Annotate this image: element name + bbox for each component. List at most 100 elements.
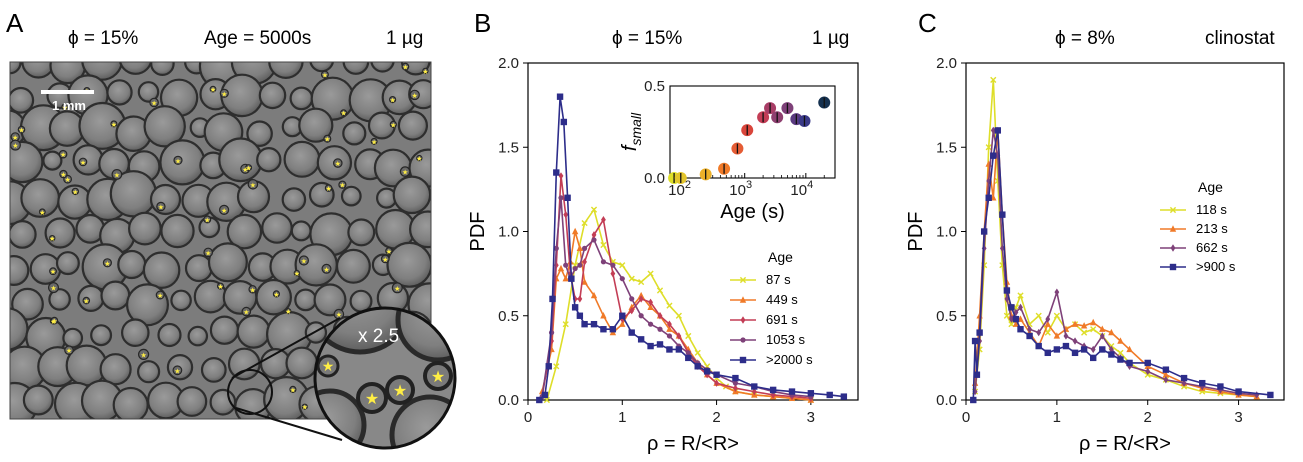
foam-small-bubble: [380, 254, 390, 264]
foam-small-bubble: [155, 290, 165, 300]
panel-b: B ϕ = 15% 1 µg 0 1 2 3 0.0 0.5 1.0 1.5 2.0 ρ = R/…: [467, 8, 859, 455]
small-bubble-star: ★: [18, 127, 24, 135]
foam-bubble: [268, 62, 304, 79]
foam-bubble: [298, 107, 334, 143]
foam-small-bubble: [38, 208, 46, 216]
panel-a-age: Age = 5000s: [204, 28, 311, 49]
foam-bubble: [157, 322, 182, 348]
small-bubble-star: ★: [290, 386, 296, 394]
data-point: [1117, 356, 1124, 363]
data-point: [581, 278, 588, 285]
data-point: [619, 276, 625, 282]
data-point: [549, 295, 556, 303]
panel-b-mass: 1 µg: [812, 28, 849, 49]
data-point: [685, 332, 692, 340]
data-point: [563, 210, 569, 219]
foam-small-bubble: [321, 263, 332, 274]
data-point: [558, 172, 564, 180]
foam-small-bubble: [332, 158, 343, 168]
data-point: [1162, 371, 1170, 378]
foam-small-bubble: [156, 201, 166, 212]
data-point: [990, 152, 997, 159]
foam-bubble: [285, 346, 319, 380]
foam-small-bubble: [293, 269, 301, 277]
x-tick-label: 3: [807, 409, 815, 426]
data-point: [1018, 303, 1023, 312]
small-bubble-star: ★: [72, 188, 78, 196]
panel-b-letter: B: [474, 8, 491, 38]
data-point: [1117, 337, 1124, 344]
small-bubble-star: ★: [412, 92, 418, 100]
foam-bubble: [21, 62, 56, 79]
data-point: [985, 144, 992, 151]
data-point: [572, 265, 578, 272]
legend-marker: [740, 337, 746, 343]
data-point: [1053, 332, 1061, 339]
inset-point: [718, 162, 731, 175]
small-bubble-star: ★: [386, 248, 392, 256]
data-point: [1035, 342, 1042, 350]
plot-frame: [965, 62, 1285, 401]
small-bubble-star: ★: [175, 157, 181, 165]
panel-b-phi: ϕ = 15%: [612, 28, 682, 49]
data-point: [1081, 329, 1088, 336]
small-bubble-star: ★: [389, 97, 395, 105]
small-bubble-star: ★: [250, 181, 256, 189]
foam-bubble: [99, 353, 132, 386]
foam-bubble: [349, 289, 373, 313]
data-point: [1080, 346, 1088, 353]
zoom-connector-upper: [231, 317, 341, 379]
foam-small-bubble: [248, 285, 257, 294]
foam-small-bubble: [391, 282, 403, 294]
inset-point: [818, 96, 831, 109]
data-point: [581, 245, 588, 251]
data-point: [1035, 312, 1042, 319]
data-point: [1036, 328, 1042, 337]
zoom-source-circle: [227, 369, 273, 415]
legend-label: 1053 s: [766, 332, 806, 347]
series-118s: [971, 76, 1260, 400]
small-bubble-star: ★: [12, 134, 18, 142]
foam-small-bubble: [422, 67, 429, 75]
data-point: [560, 118, 568, 126]
foam-micrograph: ★★★★★★★★★★★★★★★★★★★★★★★★★★★★★★★★★★★★★★★★…: [10, 62, 431, 419]
foam-bubble: [335, 248, 371, 284]
y-tick-label: 0.0: [498, 392, 519, 409]
inset-point: [741, 124, 754, 137]
x-tick-label: 3: [1234, 409, 1242, 426]
micrograph-frame: [9, 61, 432, 420]
foam-bubble: [77, 284, 105, 312]
data-point: [1044, 329, 1051, 336]
zoom-star-4: ★: [322, 358, 335, 374]
zoom-bubble-4: [389, 394, 455, 448]
inset-x-tick-label: 103: [729, 179, 752, 199]
foam-small-bubble: [272, 290, 280, 298]
inset-point: [757, 111, 770, 124]
data-point: [1027, 325, 1032, 333]
small-bubble-star: ★: [210, 86, 216, 94]
foam-small-bubble: [389, 95, 397, 104]
small-bubble-star: ★: [285, 308, 291, 316]
foam-small-bubble: [203, 247, 213, 258]
small-bubble-star: ★: [174, 367, 180, 375]
foam-bubble: [10, 86, 35, 114]
foam-small-bubble: [203, 215, 212, 224]
zoom-star-2: ★: [393, 383, 407, 400]
small-bubble-star: ★: [301, 258, 307, 266]
legend-title: Age: [768, 249, 793, 265]
series-line: [541, 197, 811, 398]
small-bubble-star: ★: [245, 165, 251, 173]
foam-bubble: [258, 81, 287, 110]
foam-small-bubble: [416, 154, 423, 162]
foam-bubble: [127, 211, 162, 246]
foam-bubble: [256, 146, 282, 173]
small-bubble-star: ★: [50, 268, 56, 276]
small-bubble-star: ★: [104, 260, 110, 268]
data-point: [637, 336, 645, 343]
data-point: [1162, 366, 1170, 373]
small-bubble-star: ★: [151, 100, 157, 108]
y-tick-label: 0.5: [498, 308, 519, 325]
data-point: [685, 354, 692, 362]
foam-bubble: [370, 62, 395, 73]
data-point: [990, 126, 996, 135]
